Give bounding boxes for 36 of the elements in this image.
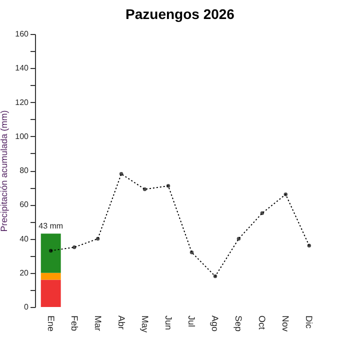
x-tick-label: Oct: [257, 316, 268, 330]
x-tick-label: Mar: [92, 316, 103, 331]
y-tick-label: 160: [15, 30, 30, 38]
chart-title: Pazuengos 2026: [126, 6, 235, 22]
y-tick-label: 40: [20, 234, 30, 244]
x-tick-label: Nov: [280, 316, 291, 332]
point: [96, 236, 100, 241]
y-tick-label: 20: [20, 268, 30, 278]
point: [166, 184, 170, 188]
y-tick-label: 100: [15, 132, 30, 141]
y-tick-label: 80: [20, 166, 30, 175]
point: [72, 245, 76, 250]
x-tick-label: Abr: [116, 316, 126, 330]
point: [307, 244, 312, 248]
x-tick-label: Sep: [234, 316, 244, 332]
x-tick-label: Jul: [186, 316, 197, 328]
y-tick-label: 140: [15, 64, 30, 73]
x-tick-label: Dic: [304, 316, 314, 329]
point: [213, 274, 218, 278]
point: [48, 248, 53, 253]
point: [142, 187, 147, 192]
x-tick-label: Jun: [163, 316, 174, 330]
x-tick-label: May: [140, 316, 150, 333]
y-tick-label: 60: [20, 200, 30, 210]
point: [260, 211, 264, 216]
total-label: 43 mm: [38, 222, 64, 231]
point: [284, 192, 288, 196]
x-tick-label: Ene: [46, 316, 56, 332]
x-tick-label: Feb: [69, 316, 80, 332]
point: [190, 250, 194, 254]
point: [236, 236, 241, 241]
y-axis-title: Precipitación acumulada (mm): [0, 110, 10, 232]
y-tick-label: 120: [15, 98, 30, 107]
point: [119, 172, 124, 176]
y-tick-label: 0: [24, 302, 30, 312]
x-tick-label: Ago: [210, 316, 220, 332]
